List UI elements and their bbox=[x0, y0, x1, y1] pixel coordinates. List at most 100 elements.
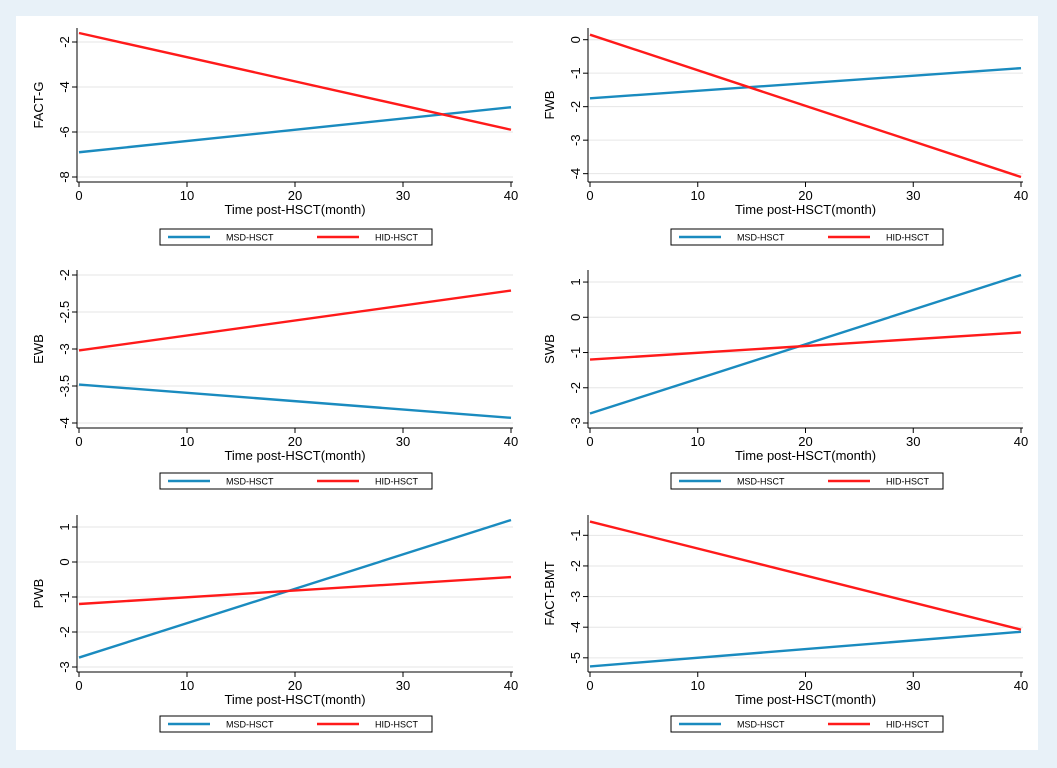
y-axis-title: EWB bbox=[31, 334, 46, 364]
y-axis-title: FACT-G bbox=[31, 82, 46, 129]
x-tick-label: 20 bbox=[798, 678, 812, 693]
x-tick-label: 0 bbox=[586, 434, 593, 449]
x-axis-title: Time post-HSCT(month) bbox=[735, 692, 876, 707]
x-tick-label: 30 bbox=[906, 678, 920, 693]
msd-hsct-line bbox=[589, 273, 1022, 415]
x-tick-label: 20 bbox=[798, 188, 812, 203]
y-tick-label: -4 bbox=[568, 168, 583, 180]
y-tick-label: -3 bbox=[568, 134, 583, 146]
x-tick-label: 10 bbox=[180, 188, 194, 203]
x-axis-title: Time post-HSCT(month) bbox=[224, 692, 365, 707]
legend-box bbox=[159, 472, 433, 490]
x-tick-label: 0 bbox=[75, 434, 82, 449]
hid-hsct-line bbox=[589, 331, 1022, 361]
x-tick-label: 30 bbox=[396, 434, 410, 449]
x-tick-label: 10 bbox=[691, 434, 705, 449]
legend-label: MSD-HSCT bbox=[226, 720, 274, 730]
y-tick-label: -2 bbox=[568, 101, 583, 113]
legend-label: HID-HSCT bbox=[375, 477, 418, 487]
x-tick-label: 40 bbox=[1014, 678, 1028, 693]
msd-hsct-line bbox=[589, 630, 1022, 668]
legend: MSD-HSCT HID-HSCT bbox=[670, 715, 944, 733]
legend: MSD-HSCT HID-HSCT bbox=[159, 715, 433, 733]
msd-hsct-line bbox=[589, 66, 1022, 100]
x-tick-label: 0 bbox=[586, 678, 593, 693]
y-tick-label: -2 bbox=[568, 560, 583, 572]
x-tick-label: 40 bbox=[1014, 188, 1028, 203]
legend-label: MSD-HSCT bbox=[226, 477, 274, 487]
legend: MSD-HSCT HID-HSCT bbox=[670, 472, 944, 490]
chart-panel-1: -8 -6 -4 -2 0 10 20 30 40 Time post-HSCT(month) FA… bbox=[31, 28, 518, 246]
y-tick-label: 1 bbox=[568, 278, 583, 285]
legend-label: MSD-HSCT bbox=[226, 233, 274, 243]
y-axis-title: PWB bbox=[31, 579, 46, 609]
y-tick-label: 0 bbox=[568, 314, 583, 321]
legend-box bbox=[670, 472, 944, 490]
x-tick-label: 20 bbox=[288, 188, 302, 203]
chart-panel-3: -4 -3.5 -3 -2.5 -2 0 10 20 30 40 Time post-HSCT(mo… bbox=[31, 269, 518, 490]
y-tick-label: -8 bbox=[57, 171, 72, 183]
legend-label: MSD-HSCT bbox=[737, 233, 785, 243]
x-tick-label: 10 bbox=[180, 434, 194, 449]
x-tick-label: 30 bbox=[396, 678, 410, 693]
x-tick-label: 40 bbox=[1014, 434, 1028, 449]
y-tick-label: -3 bbox=[57, 661, 72, 673]
y-tick-label: -5 bbox=[568, 652, 583, 664]
legend-label: HID-HSCT bbox=[375, 233, 418, 243]
y-tick-label: -1 bbox=[568, 67, 583, 79]
x-tick-label: 30 bbox=[906, 434, 920, 449]
legend-box bbox=[159, 228, 433, 246]
x-tick-label: 0 bbox=[586, 188, 593, 203]
x-tick-label: 30 bbox=[396, 188, 410, 203]
hid-hsct-line bbox=[78, 31, 512, 131]
x-tick-label: 40 bbox=[504, 434, 518, 449]
y-axis-title: FACT-BMT bbox=[542, 561, 557, 625]
y-tick-label: -6 bbox=[57, 126, 72, 138]
x-tick-label: 20 bbox=[288, 434, 302, 449]
x-tick-label: 10 bbox=[691, 188, 705, 203]
y-tick-label: -3.5 bbox=[57, 375, 72, 397]
x-axis-title: Time post-HSCT(month) bbox=[735, 448, 876, 463]
figure-panel: -8 -6 -4 -2 0 10 20 30 40 Time post-HSCT(month) FA… bbox=[16, 16, 1038, 750]
msd-hsct-line bbox=[78, 383, 512, 420]
y-tick-label: -4 bbox=[568, 621, 583, 633]
y-tick-label: -2 bbox=[57, 269, 72, 281]
x-tick-label: 0 bbox=[75, 188, 82, 203]
hid-hsct-line bbox=[78, 575, 512, 606]
y-tick-label: -3 bbox=[568, 591, 583, 603]
x-tick-label: 10 bbox=[691, 678, 705, 693]
y-tick-label: 1 bbox=[57, 523, 72, 530]
y-axis-title: FWB bbox=[542, 91, 557, 120]
x-tick-label: 40 bbox=[504, 678, 518, 693]
x-tick-label: 20 bbox=[288, 678, 302, 693]
legend: MSD-HSCT HID-HSCT bbox=[159, 472, 433, 490]
legend: MSD-HSCT HID-HSCT bbox=[159, 228, 433, 246]
y-tick-label: 0 bbox=[57, 558, 72, 565]
y-tick-label: -1 bbox=[57, 591, 72, 603]
y-axis-title: SWB bbox=[542, 334, 557, 364]
y-tick-label: -2.5 bbox=[57, 301, 72, 323]
hid-hsct-line bbox=[589, 33, 1022, 179]
legend-box bbox=[670, 715, 944, 733]
y-tick-label: -4 bbox=[57, 417, 72, 429]
y-tick-label: -1 bbox=[568, 530, 583, 542]
msd-hsct-line bbox=[78, 106, 512, 154]
x-axis-title: Time post-HSCT(month) bbox=[224, 202, 365, 217]
x-axis-title: Time post-HSCT(month) bbox=[735, 202, 876, 217]
x-axis-title: Time post-HSCT(month) bbox=[224, 448, 365, 463]
y-tick-label: -3 bbox=[57, 343, 72, 355]
x-tick-label: 10 bbox=[180, 678, 194, 693]
legend-box bbox=[670, 228, 944, 246]
y-tick-label: -3 bbox=[568, 417, 583, 429]
y-tick-label: -2 bbox=[57, 36, 72, 48]
hid-hsct-line bbox=[589, 520, 1022, 631]
hid-hsct-line bbox=[78, 289, 512, 352]
chart-panel-2: -4 -3 -2 -1 0 0 10 20 30 40 Time post-HSCT(month) F… bbox=[542, 28, 1028, 246]
legend-label: MSD-HSCT bbox=[737, 477, 785, 487]
x-tick-label: 40 bbox=[504, 188, 518, 203]
y-tick-label: -1 bbox=[568, 347, 583, 359]
y-tick-label: 0 bbox=[568, 36, 583, 43]
